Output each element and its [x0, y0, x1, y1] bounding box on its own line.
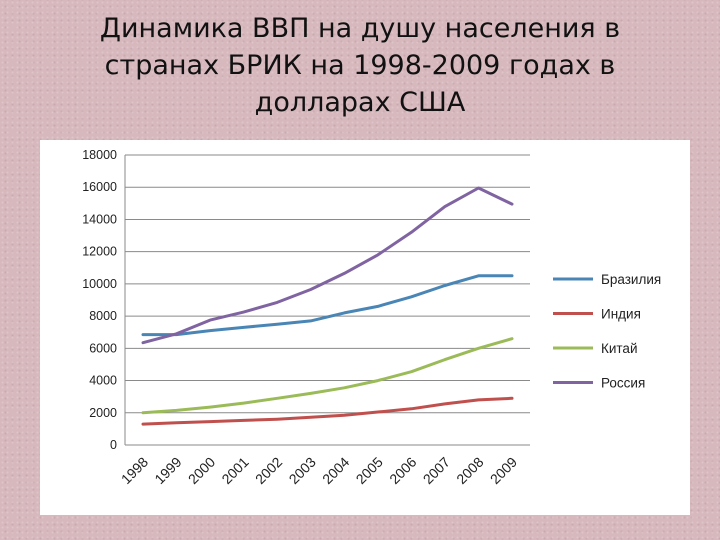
- legend-label: Китай: [601, 341, 638, 356]
- chart-svg: 0 2000 4000 6000 8000 10000 12000 14000 16000 180…: [82, 148, 661, 487]
- series-line-1: [141, 396, 514, 426]
- page-title: Динамика ВВП на душу населения в странах…: [99, 13, 621, 118]
- x-tick-label: 1999: [151, 454, 184, 487]
- x-tick-label: 2006: [386, 454, 419, 487]
- x-tick-label: 2008: [453, 454, 486, 487]
- y-tick-label: 4000: [89, 374, 117, 388]
- x-tick-label: 2005: [353, 454, 386, 487]
- series-lines: [141, 186, 514, 426]
- x-tick-label: 2002: [252, 454, 285, 487]
- line-chart: 0 2000 4000 6000 8000 10000 12000 14000 16000 180…: [40, 140, 690, 515]
- y-tick-label: 8000: [89, 309, 117, 323]
- y-axis-ticks: 0 2000 4000 6000 8000 10000 12000 14000 16000 180…: [82, 148, 117, 452]
- legend: Бразилия Индия Китай Россия: [553, 272, 661, 391]
- x-tick-label: 2007: [420, 454, 453, 487]
- y-tick-label: 16000: [82, 180, 117, 194]
- y-tick-label: 18000: [82, 148, 117, 162]
- y-tick-label: 14000: [82, 212, 117, 226]
- y-tick-label: 12000: [82, 245, 117, 259]
- x-tick-label: 1998: [118, 454, 151, 487]
- axes: [124, 155, 530, 446]
- legend-label: Бразилия: [601, 272, 661, 287]
- x-tick-label: 2001: [218, 454, 251, 487]
- y-tick-label: 2000: [89, 406, 117, 420]
- legend-label: Россия: [601, 376, 645, 391]
- grid-lines: [125, 154, 530, 414]
- y-tick-label: 10000: [82, 277, 117, 291]
- y-tick-label: 6000: [89, 341, 117, 355]
- series-line-2: [141, 337, 514, 415]
- x-tick-label: 2003: [286, 454, 319, 487]
- series-line-0: [141, 274, 514, 337]
- series-line-3: [141, 186, 514, 345]
- x-tick-label: 2000: [185, 454, 218, 487]
- x-tick-label: 2004: [319, 454, 352, 487]
- y-tick-label: 0: [110, 438, 117, 452]
- legend-label: Индия: [601, 307, 641, 322]
- x-tick-label: 2009: [487, 454, 520, 487]
- x-axis-ticks: 1998 1999 2000 2001 2002 2003 2004 2005 2006 2007…: [118, 454, 520, 487]
